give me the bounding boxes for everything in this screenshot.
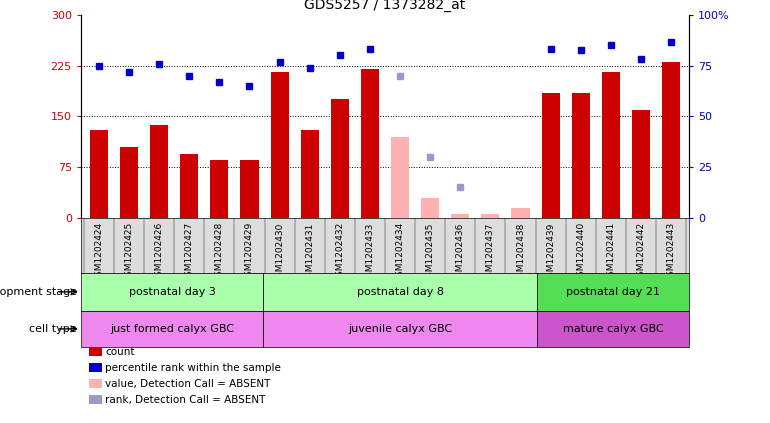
Bar bbox=[240, 160, 259, 218]
Text: cell type: cell type bbox=[29, 324, 77, 334]
Bar bbox=[90, 130, 108, 218]
Text: count: count bbox=[105, 346, 135, 357]
Text: GSM1202436: GSM1202436 bbox=[456, 222, 465, 283]
Text: GSM1202427: GSM1202427 bbox=[185, 222, 194, 283]
Text: percentile rank within the sample: percentile rank within the sample bbox=[105, 363, 281, 373]
Bar bbox=[263, 311, 537, 347]
Text: just formed calyx GBC: just formed calyx GBC bbox=[110, 324, 234, 334]
Text: juvenile calyx GBC: juvenile calyx GBC bbox=[348, 324, 452, 334]
Text: GSM1202433: GSM1202433 bbox=[366, 222, 374, 283]
Bar bbox=[541, 93, 560, 218]
Text: GSM1202429: GSM1202429 bbox=[245, 222, 254, 283]
Text: GSM1202442: GSM1202442 bbox=[637, 222, 645, 283]
Bar bbox=[81, 311, 263, 347]
Text: postnatal day 21: postnatal day 21 bbox=[566, 287, 660, 297]
Text: GSM1202430: GSM1202430 bbox=[275, 222, 284, 283]
Bar bbox=[300, 130, 319, 218]
Text: value, Detection Call = ABSENT: value, Detection Call = ABSENT bbox=[105, 379, 271, 389]
Text: GSM1202439: GSM1202439 bbox=[546, 222, 555, 283]
Text: GSM1202425: GSM1202425 bbox=[125, 222, 133, 283]
Text: GSM1202431: GSM1202431 bbox=[305, 222, 314, 283]
Bar bbox=[421, 198, 439, 218]
Text: GSM1202440: GSM1202440 bbox=[576, 222, 585, 283]
Bar bbox=[571, 93, 590, 218]
Text: development stage: development stage bbox=[0, 287, 77, 297]
Text: mature calyx GBC: mature calyx GBC bbox=[563, 324, 664, 334]
Bar bbox=[263, 273, 537, 311]
Bar bbox=[537, 311, 689, 347]
Text: GSM1202441: GSM1202441 bbox=[606, 222, 615, 283]
Bar bbox=[150, 125, 168, 218]
Bar bbox=[481, 214, 500, 218]
Text: GSM1202437: GSM1202437 bbox=[486, 222, 495, 283]
Text: GSM1202443: GSM1202443 bbox=[667, 222, 675, 283]
Bar bbox=[81, 273, 263, 311]
Bar bbox=[451, 214, 470, 218]
Text: postnatal day 3: postnatal day 3 bbox=[129, 287, 216, 297]
Text: GSM1202435: GSM1202435 bbox=[426, 222, 435, 283]
Bar bbox=[391, 137, 409, 218]
Text: GSM1202424: GSM1202424 bbox=[95, 222, 103, 283]
Text: GSM1202438: GSM1202438 bbox=[516, 222, 525, 283]
Text: rank, Detection Call = ABSENT: rank, Detection Call = ABSENT bbox=[105, 395, 266, 405]
Bar bbox=[361, 69, 379, 218]
Text: GSM1202428: GSM1202428 bbox=[215, 222, 224, 283]
Text: GSM1202432: GSM1202432 bbox=[335, 222, 344, 283]
Bar bbox=[632, 110, 650, 218]
Bar bbox=[120, 147, 138, 218]
Bar bbox=[331, 99, 349, 218]
Bar bbox=[537, 273, 689, 311]
Text: GSM1202434: GSM1202434 bbox=[396, 222, 404, 283]
Bar bbox=[662, 62, 680, 218]
Bar bbox=[270, 72, 289, 218]
Text: GSM1202426: GSM1202426 bbox=[155, 222, 164, 283]
Bar bbox=[210, 160, 229, 218]
Bar bbox=[602, 72, 620, 218]
Title: GDS5257 / 1373282_at: GDS5257 / 1373282_at bbox=[304, 0, 466, 12]
Bar bbox=[180, 154, 199, 218]
Text: postnatal day 8: postnatal day 8 bbox=[357, 287, 444, 297]
Bar bbox=[511, 208, 530, 218]
